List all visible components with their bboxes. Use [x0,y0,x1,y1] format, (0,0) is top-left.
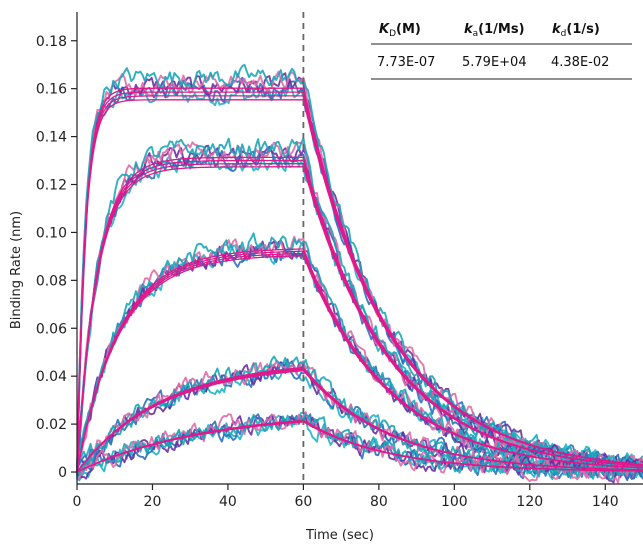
x-tick-label: 0 [73,494,82,510]
x-tick-label: 140 [592,494,619,510]
table-value-ka: 5.79E+04 [462,55,527,70]
x-tick-label: 120 [516,494,543,510]
x-tick-label: 40 [219,494,237,510]
y-tick-label: 0.10 [36,225,67,241]
y-tick-label: 0.06 [36,321,67,337]
table-header-kd: KD(M) [379,22,421,39]
fit-curve [76,87,643,473]
y-tick-label: 0.04 [36,369,67,385]
x-tick-label: 100 [441,494,468,510]
y-tick-label: 0.08 [36,273,67,289]
y-tick-label: 0.02 [36,417,67,433]
table-header-ka: ka(1/Ms) [464,22,525,39]
x-tick-label: 20 [144,494,162,510]
fit-curve [76,156,643,473]
y-tick-label: 0.18 [36,34,67,50]
table-header-kd-rate: kd(1/s) [552,22,600,39]
table-value-kd: 7.73E-07 [377,55,435,70]
fit-curve [76,419,643,473]
curves-group [76,63,643,484]
kinetics-table: KD(M) ka(1/Ms) kd(1/s) 7.73E-07 5.79E+04… [371,22,632,80]
table-value-kd-rate: 4.38E-02 [551,55,609,70]
fit-curve [76,248,643,473]
axes-group: 0 0.02 0.04 0.06 0.08 0.10 0.12 0.14 0.16 0.18 0 20… [36,12,643,510]
y-tick-label: 0.14 [36,130,67,146]
measured-trace [76,411,643,484]
y-axis-label: Binding Rate (nm) [9,211,24,329]
fit-curve [76,366,643,473]
x-tick-label: 80 [370,494,388,510]
x-axis-label: Time (sec) [305,528,374,543]
y-tick-label: 0.12 [36,178,67,194]
y-tick-label: 0.16 [36,82,67,98]
fit-curve [76,166,643,473]
x-tick-label: 60 [294,494,312,510]
y-tick-label: 0 [58,465,67,481]
